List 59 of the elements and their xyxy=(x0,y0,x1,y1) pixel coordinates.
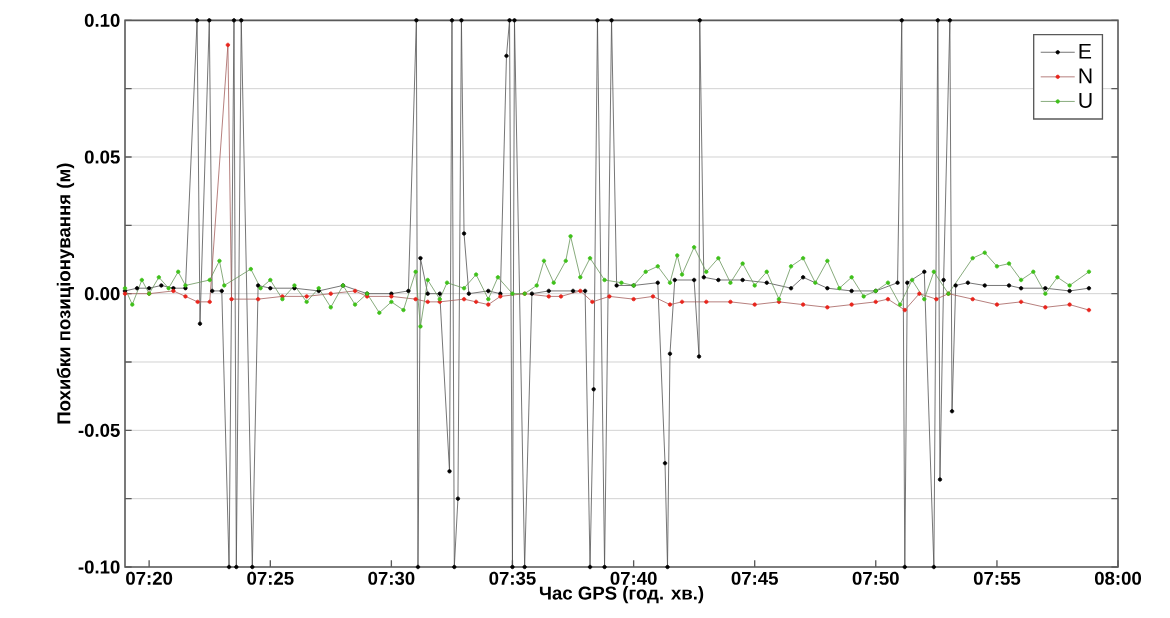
point xyxy=(679,299,685,304)
point xyxy=(413,297,418,302)
point xyxy=(304,294,309,299)
point xyxy=(970,297,975,302)
point xyxy=(1043,305,1048,310)
point xyxy=(885,297,891,302)
point xyxy=(902,307,907,313)
point xyxy=(1086,307,1092,313)
point xyxy=(207,299,212,304)
point xyxy=(425,299,430,304)
legend-label: N xyxy=(1079,68,1092,84)
point xyxy=(1067,302,1072,307)
point xyxy=(352,288,358,294)
point xyxy=(255,297,261,302)
x-tick-label: 07:40 xyxy=(610,571,657,585)
x-tick-label: 08:00 xyxy=(1094,571,1142,585)
point xyxy=(631,297,636,302)
point xyxy=(225,42,231,48)
point xyxy=(486,302,491,307)
point xyxy=(917,291,922,296)
point xyxy=(578,288,583,294)
y-tick-label: 0.10 xyxy=(84,13,120,27)
y-tick-label: -0.10 xyxy=(78,560,120,574)
point xyxy=(667,302,673,307)
point xyxy=(607,294,612,299)
y-tick-label: 0.00 xyxy=(84,287,120,301)
point xyxy=(558,294,564,299)
y-tick-label: 0.05 xyxy=(84,150,120,164)
x-axis-title: Час GPS (год. хв.) xyxy=(539,586,704,604)
point xyxy=(800,302,806,307)
x-tick-label: 07:25 xyxy=(247,571,294,585)
point xyxy=(873,299,878,304)
point xyxy=(461,297,467,302)
point xyxy=(650,294,656,299)
point xyxy=(328,291,333,296)
x-tick-label: 07:50 xyxy=(852,571,899,585)
point xyxy=(704,299,709,304)
y-axis-title: Похибки позиціонування (м) xyxy=(56,163,75,424)
point xyxy=(849,302,854,307)
legend-label: E xyxy=(1079,43,1092,59)
x-tick-label: 07:55 xyxy=(973,571,1021,585)
point xyxy=(934,297,939,302)
point xyxy=(752,302,757,307)
x-tick-label: 07:45 xyxy=(731,571,778,585)
point xyxy=(590,299,595,304)
point xyxy=(825,305,830,310)
point xyxy=(728,299,733,304)
point xyxy=(473,299,479,304)
point xyxy=(1018,299,1024,304)
point xyxy=(994,302,1000,307)
point xyxy=(195,299,200,304)
point xyxy=(229,297,234,302)
x-tick-label: 07:30 xyxy=(368,571,415,585)
x-tick-label: 07:20 xyxy=(126,571,173,585)
legend-label: U xyxy=(1079,93,1092,108)
point xyxy=(546,294,551,299)
y-tick-label: -0.05 xyxy=(78,423,120,437)
x-tick-label: 07:35 xyxy=(489,571,536,585)
point xyxy=(183,294,188,299)
